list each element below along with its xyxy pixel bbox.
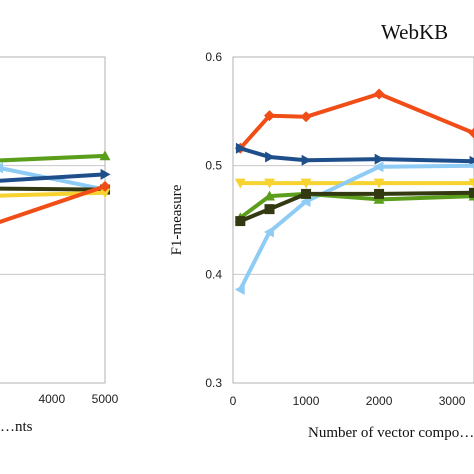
right-series-0-marker-3 xyxy=(373,88,385,100)
right-plot-frame xyxy=(232,56,474,384)
left-series-0-marker-1 xyxy=(99,150,111,161)
left-series-5 xyxy=(0,180,111,225)
right-series-3-marker-1 xyxy=(264,226,274,238)
right-series-4-marker-1 xyxy=(264,190,276,201)
left-x-tick-0: 4000 xyxy=(38,392,65,406)
right-series-5-marker-1 xyxy=(264,204,275,215)
y-axis-label: F1-measure xyxy=(169,184,185,255)
right-x-tick-2: 2000 xyxy=(366,394,393,408)
right-series-1-marker-2 xyxy=(301,154,312,166)
left-series-1-line xyxy=(0,166,106,192)
right-series-3-marker-3 xyxy=(373,161,384,173)
left-series-1-marker-1 xyxy=(0,162,4,174)
right-series-0-marker-4 xyxy=(468,127,474,139)
right-series-group xyxy=(234,88,474,296)
left-series-5-line xyxy=(0,184,106,225)
right-series-0 xyxy=(234,88,474,154)
right-chart-panel: WebKB 0.3 0.4 0.5 0.6 0 1000 2000 3000 F1-meas… xyxy=(169,20,474,441)
left-series-group xyxy=(0,150,111,225)
right-series-2-marker-0 xyxy=(234,178,246,189)
right-y-tick-labels: 0.3 0.4 0.5 0.6 xyxy=(205,50,222,390)
right-series-0-marker-1 xyxy=(264,110,276,122)
left-plot-frame xyxy=(0,56,106,384)
right-series-1-line xyxy=(239,146,474,164)
right-series-5 xyxy=(235,187,474,227)
left-series-0-line xyxy=(0,153,106,163)
right-series-5-marker-2 xyxy=(301,188,312,199)
left-series-0 xyxy=(0,150,111,163)
left-chart-panel: 4000 5000 …nts xyxy=(0,56,119,435)
right-x-tick-1: 1000 xyxy=(293,394,320,408)
left-series-2 xyxy=(0,168,111,183)
left-gridlines xyxy=(0,56,105,384)
right-series-2-marker-1 xyxy=(264,178,276,189)
left-x-tick-1: 5000 xyxy=(92,392,119,406)
right-series-2 xyxy=(234,178,474,189)
right-series-1 xyxy=(235,142,474,167)
left-plot-border xyxy=(0,56,106,384)
right-series-5-marker-0 xyxy=(235,216,246,227)
right-y-tick-2: 0.5 xyxy=(205,159,222,173)
right-series-2-marker-3 xyxy=(373,178,385,189)
right-plot-border xyxy=(232,56,474,384)
right-series-2-marker-2 xyxy=(300,178,312,189)
right-series-2-marker-4 xyxy=(468,178,474,189)
left-series-2-marker-1 xyxy=(100,168,111,180)
left-series-4-marker-1 xyxy=(99,188,111,199)
right-x-tick-3: 3000 xyxy=(439,394,466,408)
right-series-1-marker-0 xyxy=(235,142,246,154)
right-series-0-line xyxy=(238,91,474,150)
right-y-tick-0: 0.3 xyxy=(205,376,222,390)
right-gridlines xyxy=(233,56,474,384)
left-series-2-line xyxy=(0,172,106,183)
right-series-1-marker-1 xyxy=(265,151,276,163)
right-series-5-marker-3 xyxy=(374,188,385,199)
left-series-5-marker-1 xyxy=(99,180,111,192)
chart-title: WebKB xyxy=(381,20,448,44)
right-series-5-marker-4 xyxy=(469,187,474,198)
right-series-3-marker-0 xyxy=(234,284,245,296)
right-series-0-marker-2 xyxy=(300,111,312,123)
right-x-tick-0: 0 xyxy=(230,394,237,408)
right-series-3-marker-4 xyxy=(468,162,474,169)
left-x-tick-labels: 4000 5000 xyxy=(38,392,118,406)
right-y-tick-1: 0.4 xyxy=(205,267,222,281)
right-y-tick-3: 0.6 xyxy=(205,50,222,64)
right-x-tick-labels: 0 1000 2000 3000 xyxy=(230,394,466,408)
left-x-axis-label: …nts xyxy=(0,419,33,435)
left-series-3-line xyxy=(0,186,106,192)
right-series-1-marker-3 xyxy=(374,153,385,165)
x-axis-label: Number of vector compo… xyxy=(308,425,474,441)
